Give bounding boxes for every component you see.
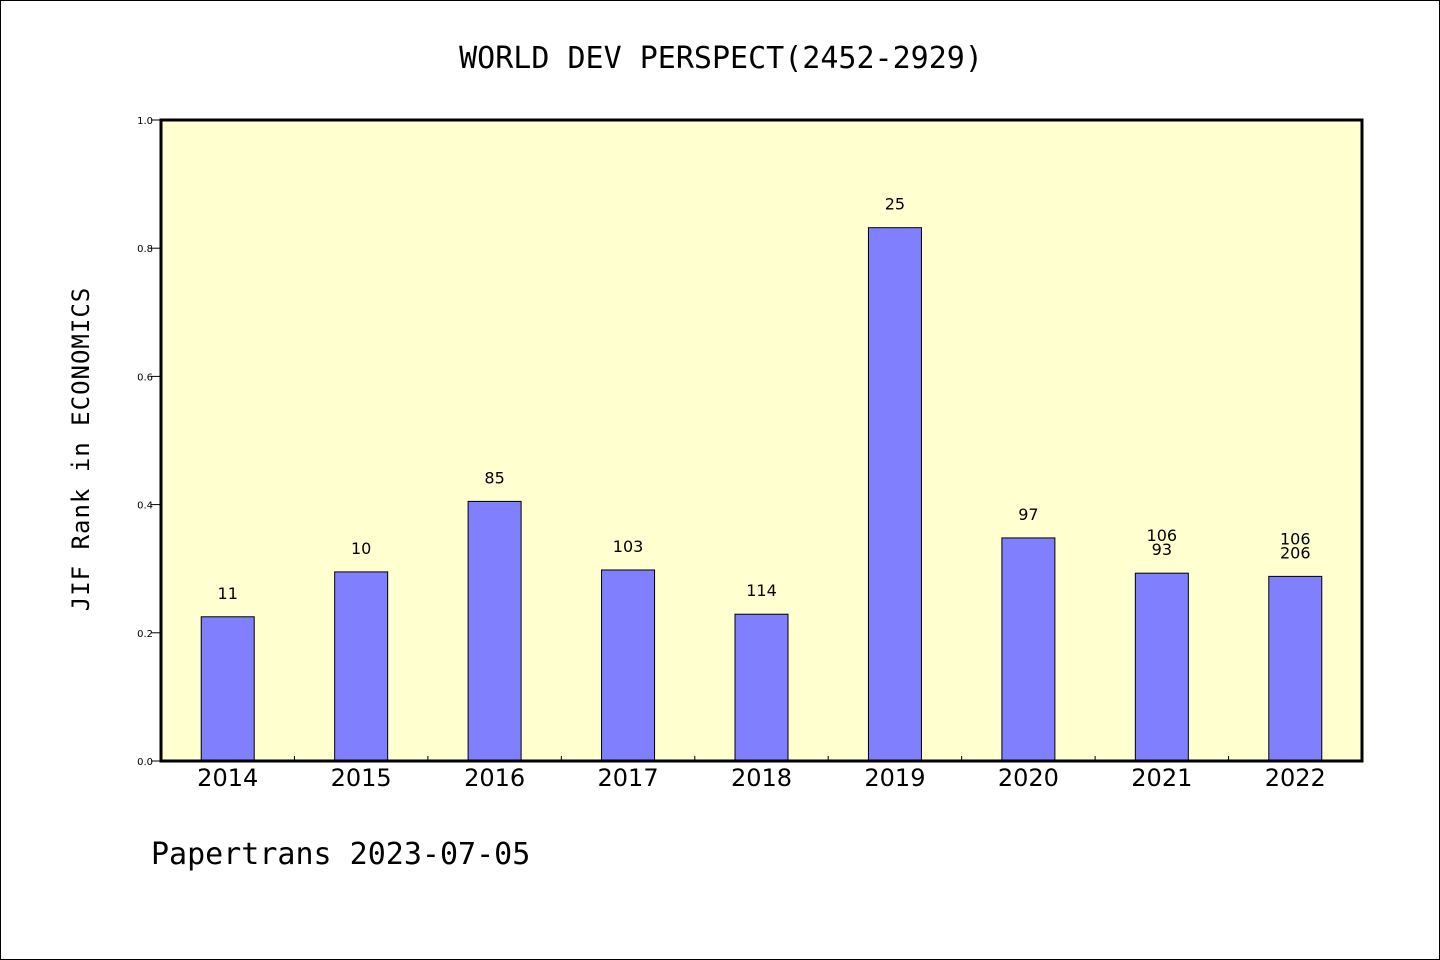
data-label: 114	[746, 581, 777, 600]
x-tick-label: 2016	[464, 764, 525, 792]
x-tick-label: 2018	[731, 764, 792, 792]
data-label: 97	[1018, 505, 1038, 524]
plot-border	[159, 118, 1364, 763]
y-axis-label: JIF Rank in ECONOMICS	[67, 287, 95, 611]
x-tick-label: 2020	[998, 764, 1059, 792]
x-axis-ticks: 2014 2015 2016 2017 2018 2019 2020 2021 2022	[197, 756, 1326, 792]
y-tick-label: 0.0	[137, 757, 153, 768]
y-tick-label: 0.6	[137, 372, 153, 383]
data-label: 11	[218, 584, 238, 603]
x-tick-label: 2021	[1131, 764, 1192, 792]
bar-2022	[1268, 575, 1323, 762]
y-tick-label: 0.2	[137, 629, 153, 640]
bar-2018	[734, 613, 789, 762]
bars-group	[200, 227, 1323, 762]
data-label: 10	[351, 539, 371, 558]
data-label: 93	[1152, 540, 1172, 559]
data-label: 103	[613, 537, 644, 556]
bar-2014	[200, 616, 255, 762]
x-tick-label: 2014	[197, 764, 258, 792]
bar-2021	[1134, 572, 1189, 762]
x-tick-label: 2017	[598, 764, 659, 792]
y-tick-label: 1.0	[137, 116, 153, 127]
bar-2015	[334, 571, 389, 762]
chart-title: WORLD DEV PERSPECT(2452-2929)	[459, 41, 983, 76]
bar-2017	[601, 569, 656, 762]
y-tick-label: 0.4	[137, 501, 153, 512]
y-axis-ticks: 0.0 0.2 0.4 0.6 0.8 1.0	[137, 116, 161, 768]
bar-2020	[1001, 537, 1056, 762]
data-label: 85	[484, 468, 504, 487]
data-label: 206	[1280, 543, 1311, 562]
x-tick-label: 2015	[331, 764, 392, 792]
y-tick-label: 0.8	[137, 244, 153, 255]
data-label: 106	[1280, 529, 1311, 548]
bar-2019	[867, 227, 922, 762]
data-label: 106	[1147, 526, 1178, 545]
bar-2016	[467, 500, 522, 762]
x-tick-label: 2022	[1265, 764, 1326, 792]
data-label: 25	[885, 195, 905, 214]
footer-watermark: Papertrans 2023-07-05	[151, 837, 530, 872]
x-tick-label: 2019	[864, 764, 925, 792]
